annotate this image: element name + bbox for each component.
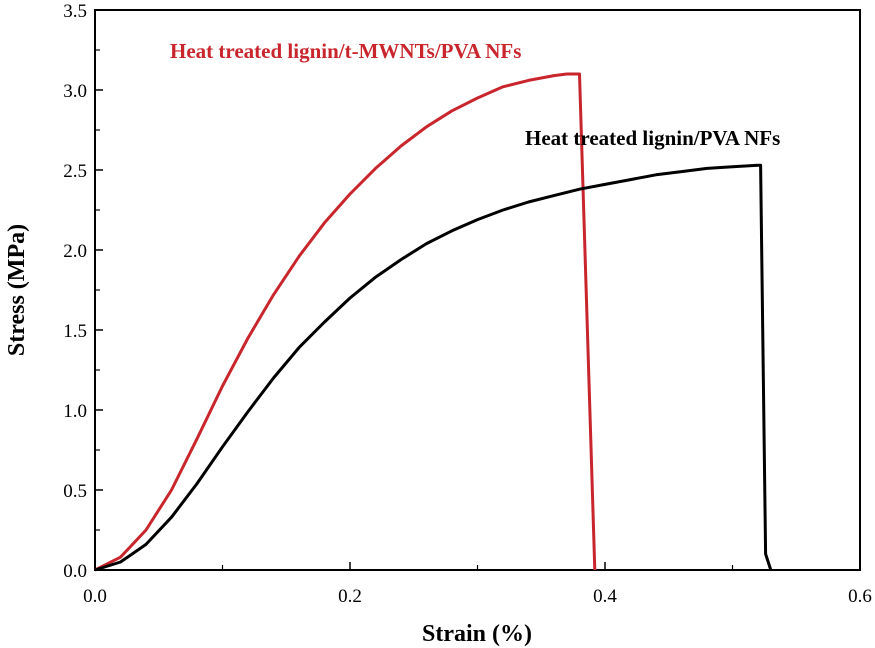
x-tick-label: 0.2: [338, 586, 362, 607]
y-tick-label: 1.5: [63, 321, 87, 342]
x-tick-label: 0.6: [848, 586, 872, 607]
plot-frame: [94, 9, 861, 571]
series-lines: [94, 72, 773, 572]
y-tick-label: 3.0: [63, 81, 87, 102]
y-tick-label: 2.0: [63, 241, 87, 262]
x-tick-label: 0.4: [593, 586, 617, 607]
x-axis-title: Strain (%): [422, 621, 532, 647]
y-tick-label: 2.5: [63, 161, 87, 182]
series-line-lignin: [94, 163, 773, 572]
y-tick-label: 3.5: [63, 1, 87, 22]
series-line-mwnt: [94, 72, 597, 572]
y-axis-title: Stress (MPa): [4, 224, 30, 356]
x-tick-label: 0.0: [83, 586, 107, 607]
annotation-mwnt: Heat treated lignin/t-MWNTs/PVA NFs: [170, 39, 521, 63]
y-tick-label: 0.0: [63, 561, 87, 582]
y-tick-label: 0.5: [63, 481, 87, 502]
y-tick-label: 1.0: [63, 401, 87, 422]
annotation-lignin: Heat treated lignin/PVA NFs: [525, 126, 780, 150]
axis-ticks: 0.0 0.2 0.4 0.6 0.0 0.5 1.0 1.5 2.0 2.5 3.0 3.5: [63, 1, 872, 607]
